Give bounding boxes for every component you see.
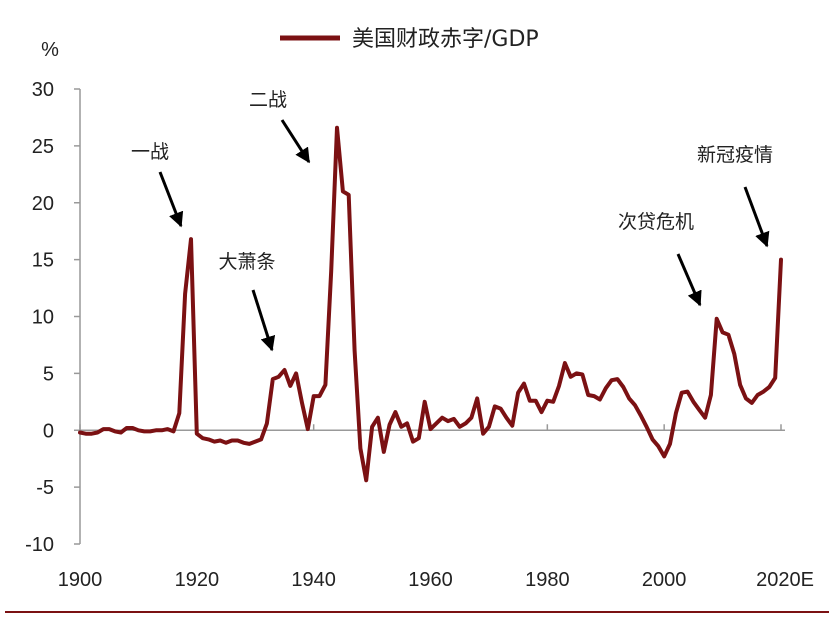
y-axis-unit-label: %: [41, 39, 59, 61]
annotation-ww1: 一战: [131, 141, 184, 228]
x-tick-label: 2000: [642, 569, 687, 591]
legend: 美国财政赤字/GDP: [280, 27, 539, 52]
y-tick-label: 15: [32, 250, 54, 272]
y-tick-label: -5: [36, 477, 54, 499]
x-tick-label: 2020E: [756, 569, 814, 591]
annotation-subprime: 次贷危机: [618, 211, 702, 307]
annotation-arrow-covid: [743, 186, 770, 248]
annotation-arrow-ww1: [158, 171, 184, 228]
annotation-ww2: 二战: [249, 89, 311, 164]
annotation-arrow-great-depression: [251, 289, 276, 352]
x-tick-label: 1960: [408, 569, 453, 591]
y-tick-label: 0: [43, 420, 54, 442]
x-tick-label: 1920: [175, 569, 220, 591]
legend-label: 美国财政赤字/GDP: [352, 27, 539, 52]
annotation-label-ww2: 二战: [249, 89, 287, 111]
y-tick-label: 30: [32, 79, 54, 101]
annotation-arrow-subprime: [676, 253, 702, 307]
y-tick-label: 10: [32, 307, 54, 329]
annotation-covid: 新冠疫情: [697, 144, 773, 248]
y-tick-label: 20: [32, 193, 54, 215]
x-tick-label: 1900: [58, 569, 103, 591]
annotation-arrow-ww2: [280, 119, 311, 164]
annotation-label-covid: 新冠疫情: [697, 144, 773, 166]
annotation-label-subprime: 次贷危机: [618, 211, 694, 233]
x-axis-ticks: 1900 1920 1940 1960 1980 2000 2020E: [58, 424, 814, 591]
series-line-deficit-gdp: [78, 125, 783, 483]
y-tick-label: 25: [32, 136, 54, 158]
y-tick-label: 5: [43, 363, 54, 385]
annotation-great-depression: 大萧条: [218, 251, 276, 352]
x-tick-label: 1980: [525, 569, 570, 591]
annotation-label-great-depression: 大萧条: [218, 251, 275, 273]
annotation-label-ww1: 一战: [131, 141, 169, 163]
x-tick-label: 1940: [291, 569, 336, 591]
y-tick-label: -10: [25, 534, 54, 556]
y-axis-ticks: 30 25 20 15 10 5 0 -5 -10: [25, 79, 80, 556]
